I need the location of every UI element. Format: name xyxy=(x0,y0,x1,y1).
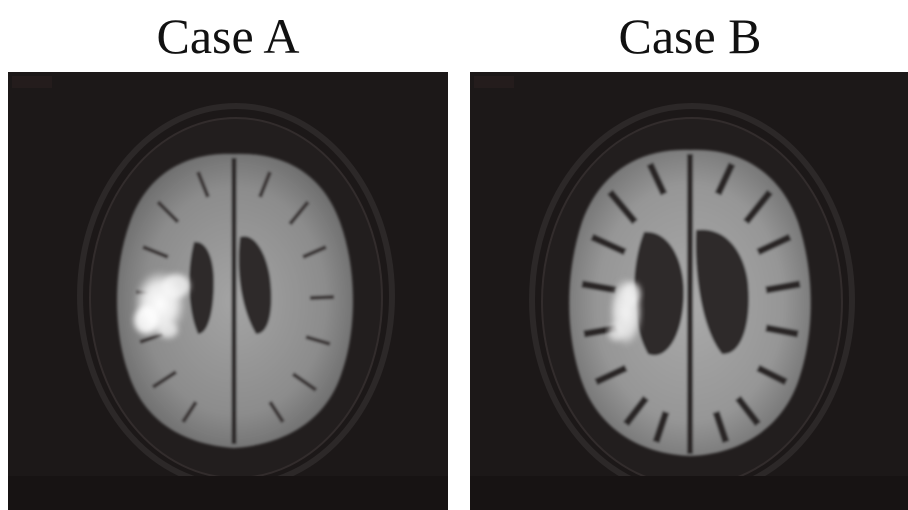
panel-caption: Case A xyxy=(156,8,300,64)
brain-mri-axial-slice xyxy=(8,76,448,510)
figure-panel-case-a: Case A xyxy=(8,0,448,510)
panel-caption: Case B xyxy=(618,8,762,64)
figure-panel-case-b: Case B xyxy=(470,0,908,510)
brain-mri-axial-slice xyxy=(470,76,908,510)
mri-scan-image xyxy=(470,72,908,510)
mri-scan-image xyxy=(8,72,448,510)
